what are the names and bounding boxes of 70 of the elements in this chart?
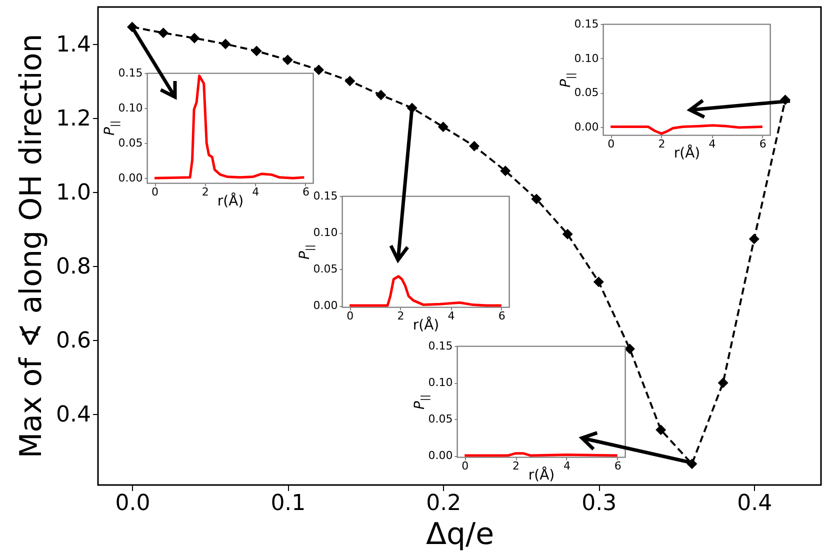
x-axis-title: r(Å) (412, 316, 440, 334)
y-tick-label: 0.8 (56, 254, 91, 280)
y-tick-label: 0.15 (574, 18, 599, 30)
x-tick-label: 4 (252, 185, 260, 198)
y-tick-label: 0.10 (428, 376, 453, 390)
x-tick-label: 0 (152, 185, 159, 198)
point (593, 276, 604, 288)
y-tick-label: 0.10 (574, 52, 599, 65)
y-tick-label: 0.00 (313, 299, 338, 312)
y-tick-label: 0.15 (313, 190, 338, 202)
x-tick-label: 6 (614, 459, 622, 472)
point (282, 54, 293, 66)
point (158, 28, 169, 38)
x-tick-label: 0.4 (737, 491, 772, 516)
x-tick-label: 0 (608, 137, 615, 150)
y-tick-label: 0.00 (118, 172, 143, 185)
y-tick-label: 0.10 (118, 102, 143, 115)
y-tick-label: 0.15 (118, 66, 143, 80)
y-tick-label: 0.05 (118, 136, 143, 150)
x-tick-label: 2 (202, 185, 209, 198)
x-tick-label: 4 (708, 137, 716, 150)
point (500, 166, 511, 176)
x-tick-label: 0.2 (426, 491, 462, 516)
y-tick-label: 0.00 (428, 449, 453, 462)
x-tick-label: 0 (462, 459, 469, 472)
y-tick-label: 0.6 (56, 328, 91, 354)
line-series (153, 74, 306, 180)
x-tick-label: 2 (512, 459, 520, 472)
y-tick-label: 0.15 (428, 340, 453, 352)
y-tick-label: 0.05 (428, 412, 453, 426)
y-tick-label: 1.0 (56, 180, 91, 206)
point (562, 228, 573, 240)
point (718, 378, 728, 388)
point (251, 46, 262, 56)
x-tick-label: 2 (397, 309, 404, 322)
y-tick-label: 0.05 (313, 262, 338, 276)
x-axis-title: Δq/e (426, 517, 494, 552)
line-series (348, 275, 503, 307)
point (189, 32, 200, 44)
point (748, 234, 760, 244)
x-tick-label: 2 (658, 137, 666, 150)
point (344, 76, 356, 86)
x-tick-label: 4 (448, 309, 455, 322)
y-tick-label: 0.05 (574, 86, 599, 100)
point (531, 194, 542, 204)
y-tick-label: 1.2 (56, 106, 91, 132)
x-axis-title: r(Å) (674, 144, 700, 162)
point (314, 64, 324, 76)
y-axis-title: Max of ∢ along OH direction (14, 34, 49, 458)
x-tick-label: 0.3 (582, 491, 617, 516)
y-tick-label: 0.4 (56, 402, 91, 428)
y-tick-label: 0.10 (313, 226, 338, 240)
line-series (609, 124, 764, 135)
x-axis-title: r(Å) (217, 192, 244, 210)
point (438, 122, 448, 132)
point (624, 344, 635, 354)
y-tick-label: 0.00 (574, 120, 599, 134)
x-tick-label: 6 (498, 309, 506, 322)
point (469, 140, 480, 152)
y-tick-label: 1.4 (56, 32, 91, 58)
x-tick-label: 4 (563, 459, 570, 472)
point (376, 90, 386, 100)
point (220, 38, 231, 50)
x-axis-title: r(Å) (528, 466, 555, 484)
x-tick-label: 0.1 (270, 491, 306, 516)
x-tick-label: 0.0 (115, 491, 150, 516)
x-tick-label: 0 (346, 309, 354, 322)
x-tick-label: 6 (302, 185, 310, 198)
point (656, 424, 666, 436)
x-tick-label: 6 (759, 137, 766, 150)
